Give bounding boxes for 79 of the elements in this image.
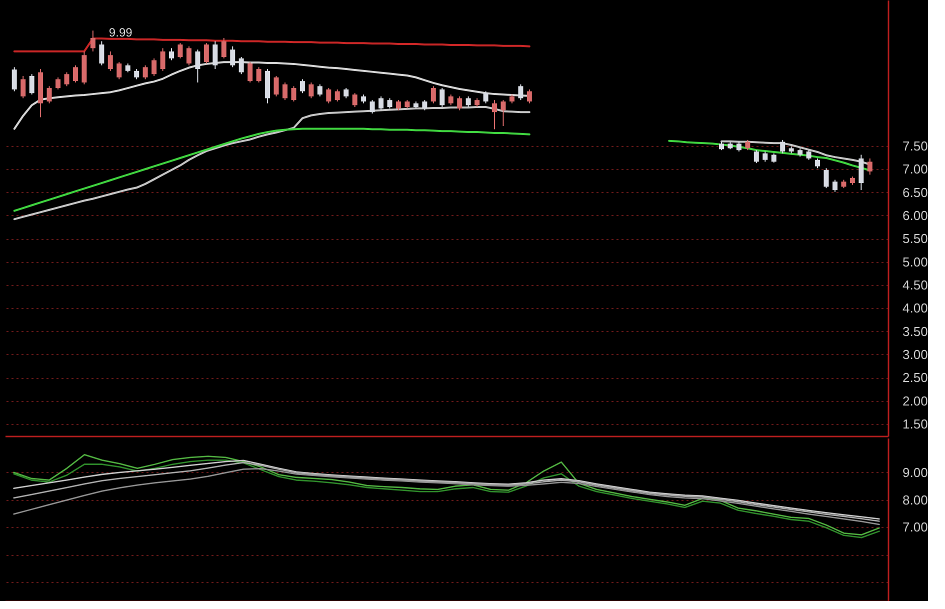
candlestick xyxy=(867,158,872,176)
y-tick-label: 4.00 xyxy=(902,300,928,316)
y-tick-label: 5.50 xyxy=(902,231,928,246)
y-tick-label: 7.00 xyxy=(902,162,928,177)
candlestick xyxy=(378,96,384,111)
candlestick xyxy=(780,139,786,154)
candlestick xyxy=(282,82,288,101)
candlestick xyxy=(12,66,17,92)
candlestick xyxy=(352,92,358,108)
candlestick xyxy=(526,88,532,104)
candlestick xyxy=(20,75,26,99)
candlestick xyxy=(754,150,759,164)
candlestick xyxy=(116,62,122,80)
candlestick xyxy=(291,86,296,102)
y-tick-label: 9.00 xyxy=(902,464,928,480)
y-tick-label: 6.50 xyxy=(902,184,928,200)
candlestick xyxy=(824,168,829,189)
candlestick xyxy=(334,88,340,102)
candlestick xyxy=(370,100,375,114)
y-tick-label: 5.00 xyxy=(902,254,928,270)
candlestick xyxy=(221,37,226,59)
candlestick xyxy=(134,68,140,80)
candlestick xyxy=(230,46,236,68)
y-tick-label: 7.00 xyxy=(902,520,928,535)
candlestick xyxy=(457,96,462,111)
candlestick xyxy=(492,100,498,130)
candlestick xyxy=(806,150,812,160)
y-tick-label: 7.50 xyxy=(902,138,928,154)
candlestick xyxy=(466,96,471,108)
candlestick xyxy=(46,86,52,104)
candlestick xyxy=(64,72,70,87)
candlestick xyxy=(72,64,78,83)
candlestick xyxy=(832,179,838,192)
candlestick xyxy=(745,139,750,151)
y-tick-label: 3.50 xyxy=(902,324,928,339)
candlestick xyxy=(90,30,96,52)
candlestick xyxy=(248,62,253,83)
candlestick xyxy=(326,88,332,104)
y-tick-label: 8.00 xyxy=(902,492,928,508)
candlestick xyxy=(152,58,157,76)
candlestick xyxy=(736,141,742,152)
candlestick xyxy=(169,48,174,61)
candlestick xyxy=(108,50,113,72)
y-tick-label: 6.00 xyxy=(902,208,928,223)
candlestick xyxy=(308,82,314,99)
candlestick xyxy=(195,49,200,83)
candlestick xyxy=(771,152,776,164)
y-tick-label: 1.50 xyxy=(902,416,928,432)
candlestick xyxy=(238,56,244,75)
candlestick xyxy=(99,40,104,66)
y-tick-label: 2.00 xyxy=(902,393,928,408)
candlestick xyxy=(56,76,61,90)
candlestick xyxy=(762,151,768,162)
candlestick xyxy=(212,40,218,70)
candlestick xyxy=(387,98,392,109)
candlestick xyxy=(29,74,34,96)
candlestick xyxy=(142,64,148,80)
candlestick xyxy=(483,90,488,104)
candlestick xyxy=(815,158,820,169)
candlestick xyxy=(178,42,183,59)
candlestick xyxy=(186,46,192,66)
candlestick xyxy=(274,75,279,97)
candlestick xyxy=(518,84,524,101)
y-tick-label: 2.50 xyxy=(902,370,928,386)
candlestick xyxy=(396,100,401,111)
annotation: 9.99 xyxy=(108,26,133,40)
candlestick xyxy=(317,84,322,97)
candlestick xyxy=(300,78,305,94)
candlestick xyxy=(500,100,506,127)
candlestick xyxy=(440,88,445,108)
candlestick xyxy=(422,100,428,111)
candlestick xyxy=(256,66,262,83)
candlestick xyxy=(448,94,454,106)
candlestick xyxy=(160,48,166,72)
candlestick xyxy=(344,88,349,99)
candlestick xyxy=(430,86,436,104)
y-tick-label: 3.00 xyxy=(902,346,928,362)
y-tick-label: 4.50 xyxy=(902,277,928,292)
candlestick xyxy=(204,42,209,64)
